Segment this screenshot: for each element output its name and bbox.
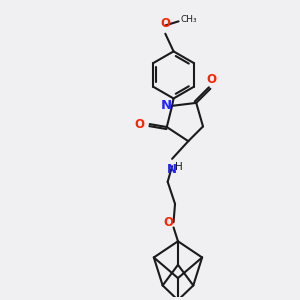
Text: N: N — [167, 163, 176, 176]
Text: H: H — [175, 162, 182, 172]
Text: O: O — [160, 17, 170, 30]
Text: O: O — [134, 118, 144, 131]
Text: O: O — [206, 73, 217, 86]
Text: CH₃: CH₃ — [180, 15, 197, 24]
Text: O: O — [163, 216, 173, 229]
Text: N: N — [160, 99, 172, 112]
